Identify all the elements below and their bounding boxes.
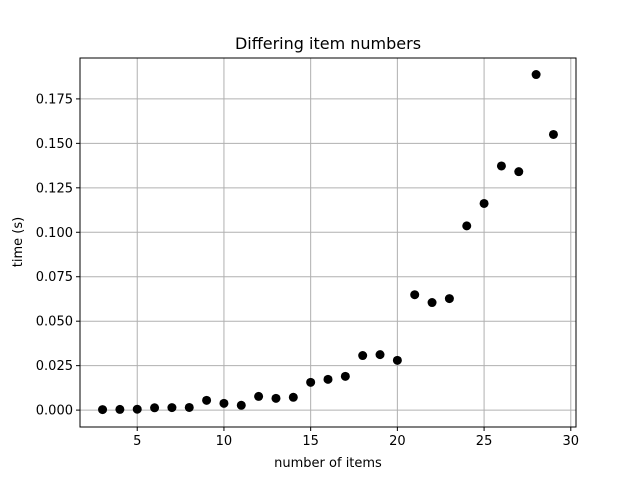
- y-tick-label: 0.075: [36, 270, 73, 285]
- data-point: [306, 377, 316, 387]
- data-point: [236, 400, 246, 410]
- y-axis-label: time (s): [11, 217, 26, 267]
- x-tick-label: 20: [389, 434, 406, 449]
- data-point: [375, 350, 385, 360]
- y-tick-label: 0.175: [36, 92, 73, 107]
- y-tick-label: 0.050: [36, 315, 73, 330]
- x-axis-ticks: 5 10 15 20 25 30: [133, 427, 579, 449]
- y-tick-label: 0.025: [36, 359, 73, 374]
- data-point: [340, 371, 350, 381]
- data-point: [288, 392, 298, 402]
- data-point: [462, 221, 472, 231]
- data-point: [392, 355, 402, 365]
- data-point: [531, 70, 541, 80]
- data-point: [202, 395, 212, 405]
- x-axis-label: number of items: [274, 456, 382, 471]
- data-point: [496, 161, 506, 171]
- data-point: [219, 398, 229, 408]
- x-tick-label: 10: [216, 434, 233, 449]
- data-point: [410, 290, 420, 300]
- data-point: [323, 374, 333, 384]
- x-tick-label: 30: [563, 434, 580, 449]
- x-tick-label: 5: [133, 434, 141, 449]
- data-point: [184, 402, 194, 412]
- data-point: [548, 129, 558, 139]
- data-point: [167, 403, 177, 413]
- data-point: [479, 198, 489, 208]
- y-tick-label: 0.000: [36, 404, 73, 419]
- y-tick-label: 0.150: [36, 137, 73, 152]
- data-points: [98, 70, 558, 415]
- x-tick-label: 15: [302, 434, 319, 449]
- data-point: [427, 298, 437, 308]
- data-point: [271, 393, 281, 403]
- data-point: [254, 391, 264, 401]
- data-point: [150, 403, 160, 413]
- plot-frame: [79, 57, 577, 428]
- y-axis-ticks: 0.000 0.025 0.050 0.075 0.100 0.125 0.150 0.175: [36, 92, 80, 419]
- data-point: [444, 294, 454, 304]
- chart-title: Differing item numbers: [235, 34, 421, 53]
- data-point: [132, 404, 142, 414]
- y-tick-label: 0.125: [36, 181, 73, 196]
- data-point: [514, 167, 524, 177]
- x-tick-label: 25: [476, 434, 493, 449]
- y-tick-label: 0.100: [36, 226, 73, 241]
- data-point: [115, 404, 125, 414]
- data-point: [98, 405, 108, 415]
- grid-lines: [80, 58, 576, 427]
- data-point: [358, 351, 368, 361]
